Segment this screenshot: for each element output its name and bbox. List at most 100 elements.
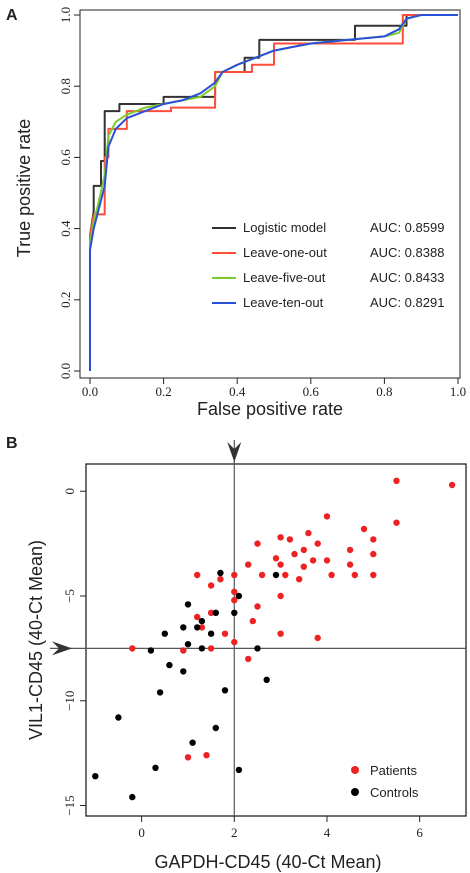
point-patients: [231, 597, 238, 604]
point-controls: [198, 617, 206, 625]
point-patients: [360, 525, 368, 533]
point-patients: [314, 540, 321, 547]
panel-a-letter: A: [6, 7, 18, 24]
point-patients: [231, 571, 238, 579]
x-tick-label: 0: [138, 825, 145, 840]
point-patients: [328, 571, 335, 579]
y-tick-label: −15: [62, 795, 77, 815]
point-patients: [207, 645, 215, 652]
point-patients: [194, 571, 201, 579]
legend-marker: [351, 766, 359, 774]
x-tick-label: 2: [231, 825, 238, 840]
point-patients: [245, 561, 252, 568]
point-patients: [314, 634, 321, 642]
point-patients: [254, 540, 261, 547]
y-tick-label: 0.6: [58, 149, 73, 166]
point-controls: [92, 773, 99, 780]
point-controls: [129, 793, 136, 801]
panel-b-y-axis-label: VIL1-CD45 (40-Ct Mean): [26, 540, 46, 740]
point-controls: [161, 630, 168, 637]
point-patients: [277, 561, 284, 568]
point-controls: [194, 624, 201, 631]
point-controls: [221, 687, 229, 694]
point-controls: [217, 569, 224, 577]
panel-b-axis-ticks: 0 2 4 6 0 −5 −10 −15: [62, 488, 423, 840]
x-tick-label: 4: [324, 825, 331, 840]
point-controls: [254, 645, 261, 652]
point-patients: [129, 645, 136, 652]
point-patients: [393, 477, 400, 484]
panel-b-letter: B: [6, 435, 18, 452]
panel-a-plot-frame: [79, 9, 461, 379]
legend-name: Leave-one-out: [243, 245, 327, 260]
legend-label: Controls: [370, 785, 419, 800]
point-controls: [235, 592, 243, 600]
legend-auc: AUC: 0.8599: [370, 220, 444, 235]
point-controls: [272, 571, 280, 579]
point-patients: [207, 582, 215, 589]
point-patients: [305, 529, 312, 537]
roc-curve-3: [89, 14, 458, 371]
point-controls: [180, 624, 187, 631]
x-tick-label: 6: [416, 825, 423, 840]
point-controls: [263, 676, 270, 683]
point-patients: [448, 481, 456, 489]
panel-b-x-axis-label: GAPDH-CD45 (40-Ct Mean): [154, 852, 381, 872]
x-tick-label: 0.0: [82, 384, 98, 399]
point-controls: [212, 609, 219, 616]
panel-b-legend: Patients Controls: [351, 763, 419, 800]
legend-auc: AUC: 0.8433: [370, 270, 444, 285]
x-tick-label: 1.0: [450, 384, 466, 399]
panel-a-y-axis-label: True positive rate: [14, 119, 34, 257]
point-patients: [346, 546, 354, 554]
legend-marker: [351, 788, 359, 796]
panel-b-plot-frame: [85, 463, 467, 817]
panel-a-roc-curves: [89, 14, 458, 371]
panel-a-legend: Logistic model AUC: 0.8599 Leave-one-out AU…: [212, 220, 444, 310]
point-controls: [147, 647, 155, 654]
point-patients: [198, 624, 206, 631]
point-patients: [231, 588, 238, 595]
y-tick-label: −5: [62, 589, 77, 603]
point-patients: [254, 603, 261, 610]
point-controls: [180, 668, 187, 675]
point-patients: [370, 536, 377, 543]
point-patients: [286, 536, 294, 543]
legend-name: Leave-five-out: [243, 270, 326, 285]
x-tick-label: 0.6: [303, 384, 320, 399]
right-arrow-icon: [52, 641, 72, 656]
point-patients: [346, 561, 354, 568]
x-tick-label: 0.8: [376, 384, 392, 399]
y-tick-label: 0.2: [58, 292, 73, 308]
y-tick-label: −10: [62, 691, 77, 711]
point-patients: [291, 550, 298, 558]
point-patients: [393, 519, 400, 526]
point-patients: [272, 555, 280, 562]
point-controls: [152, 764, 159, 771]
point-patients: [194, 613, 201, 621]
point-patients: [249, 617, 256, 625]
panel-a-axis-ticks: 0.0 0.0 0.2 0.2 0.4 0.4 0.6 0.6 0.8 0.8 1.0 1.0: [58, 7, 466, 399]
point-controls: [115, 714, 122, 721]
point-patients: [231, 638, 238, 646]
panel-b-points: [92, 477, 456, 801]
panel-b-reference-lines: [50, 440, 466, 816]
point-controls: [198, 645, 206, 652]
point-patients: [221, 630, 229, 637]
point-controls: [189, 739, 196, 746]
point-controls: [166, 661, 173, 669]
point-patients: [207, 609, 215, 616]
point-controls: [207, 630, 215, 637]
legend-name: Leave-ten-out: [243, 295, 324, 310]
legend-name: Logistic model: [243, 220, 326, 235]
point-controls: [156, 689, 164, 696]
legend-auc: AUC: 0.8291: [370, 295, 444, 310]
point-patients: [277, 630, 284, 637]
point-patients: [203, 752, 210, 759]
down-arrow-icon: [227, 442, 242, 462]
x-tick-label: 0.4: [229, 384, 246, 399]
point-controls: [184, 641, 192, 648]
point-patients: [370, 550, 377, 558]
point-patients: [323, 557, 331, 564]
point-patients: [184, 754, 192, 761]
